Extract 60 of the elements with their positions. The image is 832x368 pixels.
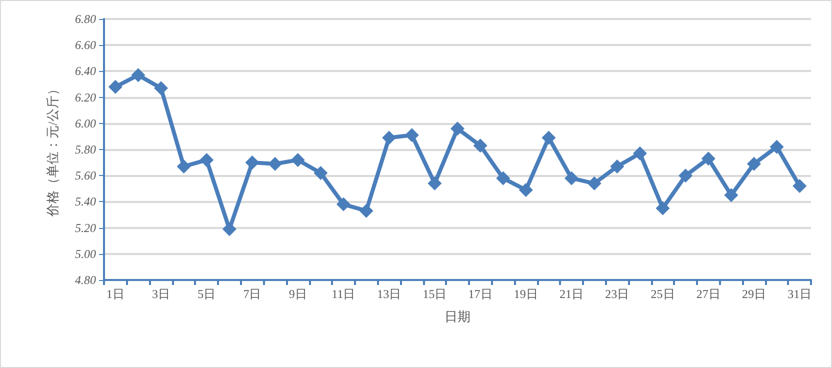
y-tick-label: 6.60 [75,38,96,52]
point [678,168,693,183]
x-tick-label: 23日 [605,287,630,301]
point [382,130,396,145]
point [359,204,374,218]
point [222,222,236,236]
x-tick-label: 3日 [152,287,170,301]
y-tick-label: 5.80 [75,142,96,156]
point [542,130,556,145]
point [701,152,716,166]
x-tick-label: 25日 [650,287,675,301]
x-tick-label: 19日 [514,287,538,301]
point [724,188,738,202]
x-tick-label: 31日 [788,287,812,301]
y-tick-label: 5.20 [75,220,96,235]
x-tick-label: 5日 [198,287,216,301]
point [496,171,510,186]
point [245,156,260,170]
point [176,159,191,174]
x-tick-label: 1日 [106,287,124,301]
point [473,138,488,153]
point [518,182,533,197]
y-tick-label: 5.00 [75,246,96,261]
x-tick-label: 13日 [377,287,402,301]
point [314,166,328,180]
point [632,146,647,160]
point [610,159,624,174]
point [200,152,214,167]
y-tick-label: 6.40 [75,64,96,78]
point [268,156,282,171]
point [564,171,579,186]
x-tick-label: 27日 [696,287,720,301]
point [336,197,350,212]
x-tick-label: 7日 [243,287,262,301]
y-tick-label: 5.40 [75,194,96,209]
x-tick-label: 21日 [560,287,584,301]
point [792,179,807,194]
point [154,81,168,96]
x-axis-title: 日期 [444,309,470,324]
point [428,176,442,190]
y-tick-label: 6.00 [75,116,96,130]
point [450,122,464,136]
point [587,176,602,190]
x-tick-label: 29日 [742,287,766,301]
y-tick-label: 6.20 [75,90,96,104]
point [108,80,122,94]
point [770,140,784,154]
y-tick-label: 4.80 [75,273,96,287]
x-tick-label: 17日 [468,287,492,301]
point [656,201,670,216]
x-tick-label: 11日 [332,287,356,301]
y-axis-title: 价格（单位：元/公斤） [45,82,60,218]
y-tick-label: 6.80 [75,12,96,26]
point [131,68,146,82]
x-tick-label: 9日 [288,287,307,301]
x-tick-label: 15日 [422,287,447,301]
y-tick-label: 5.60 [75,168,96,183]
point [290,152,305,167]
point [746,156,761,171]
point [404,128,419,142]
